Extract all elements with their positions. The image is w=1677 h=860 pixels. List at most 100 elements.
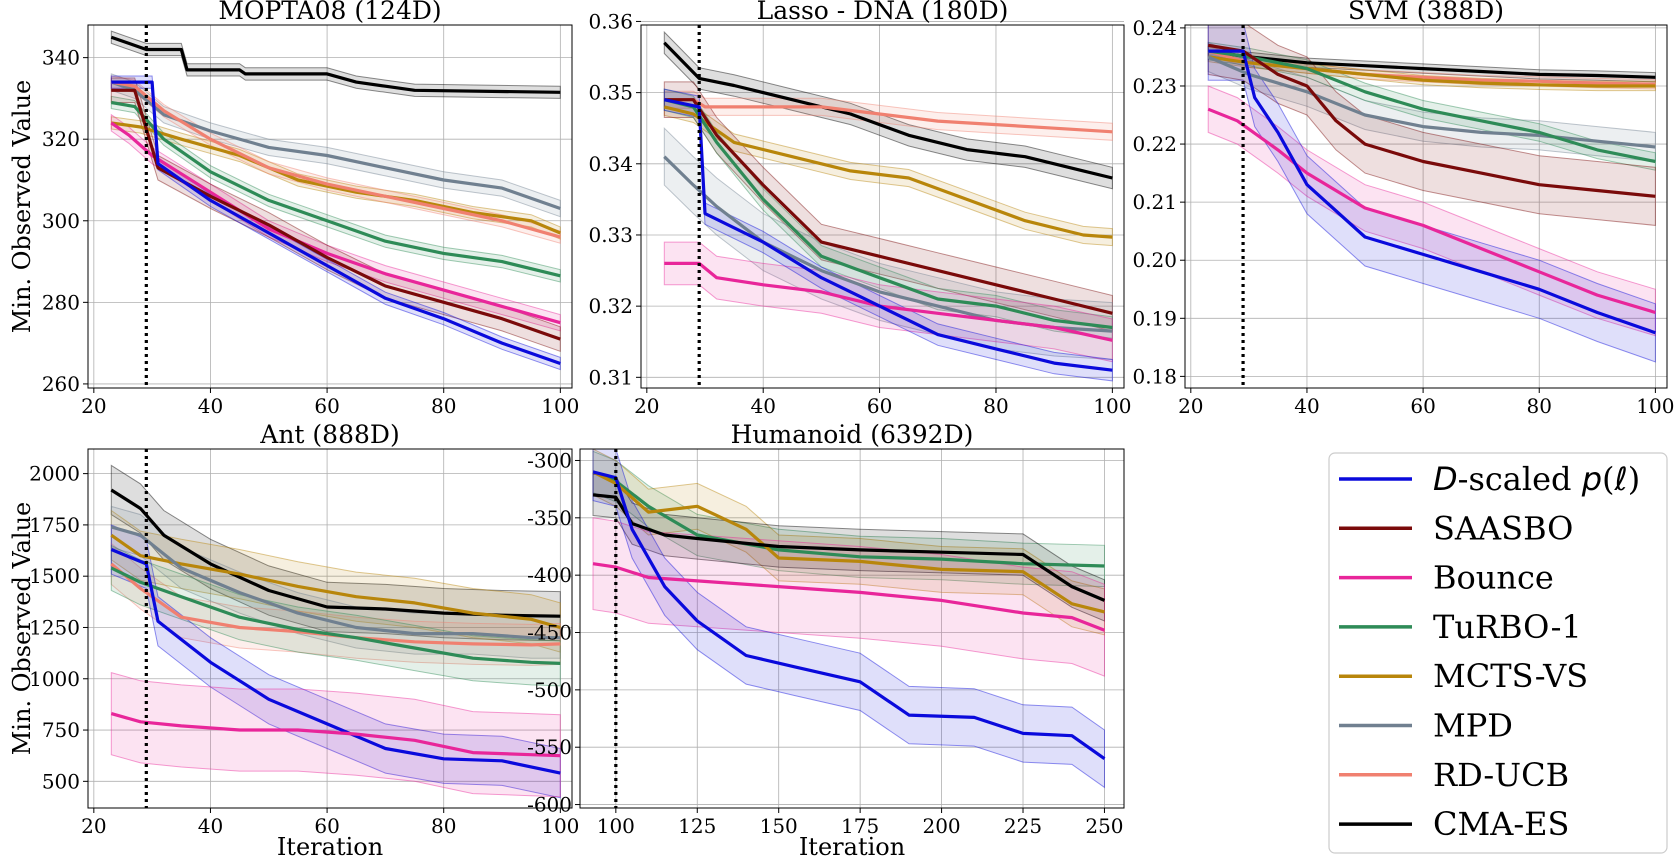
y-tick-label: -300 bbox=[527, 448, 572, 472]
line-bounce bbox=[110, 712, 561, 758]
y-tick-label: -350 bbox=[527, 506, 572, 530]
y-tick-label: 1250 bbox=[29, 615, 80, 639]
band-mctsvs bbox=[663, 97, 1113, 247]
y-tick-label: 0.18 bbox=[1132, 364, 1177, 388]
legend-label-part: ) bbox=[1628, 460, 1640, 498]
x-tick-label: 40 bbox=[198, 394, 223, 418]
x-tick-label: 100 bbox=[1093, 394, 1131, 418]
y-tick-label: -400 bbox=[527, 563, 572, 587]
legend-label-part: ( bbox=[1602, 460, 1614, 498]
plot-area bbox=[1207, 25, 1656, 388]
x-tick-label: 40 bbox=[198, 814, 223, 838]
legend-label-bounce: Bounce bbox=[1433, 559, 1554, 597]
y-tick-label: 500 bbox=[42, 769, 80, 793]
y-axis-label: Min. Observed Value bbox=[8, 502, 36, 756]
line-mpd bbox=[1207, 55, 1656, 149]
legend-label-part: p bbox=[1581, 460, 1602, 498]
band-rducb bbox=[110, 75, 561, 244]
line-cmaes bbox=[663, 41, 1113, 180]
y-tick-label: 0.32 bbox=[588, 294, 633, 318]
legend-label-dscaled: D-scaled p(ℓ) bbox=[1433, 460, 1640, 498]
chart-panel-2: 20 40 60 80 100 0.31 0.32 0.33 0.34 0.35 0.36 Lasso… bbox=[588, 0, 1131, 418]
x-tick-label: 200 bbox=[922, 814, 960, 838]
chart-panel-3: 20 40 60 80 100 0.18 0.19 0.20 0.21 0.22 0.23 0.24 S… bbox=[1132, 0, 1674, 418]
band-dscaled bbox=[1207, 25, 1656, 363]
chart-title: MOPTA08 (124D) bbox=[218, 0, 441, 25]
line-mctsvs bbox=[111, 121, 561, 235]
x-tick-label: 20 bbox=[81, 814, 106, 838]
x-tick-label: 150 bbox=[760, 814, 798, 838]
y-tick-label: 0.23 bbox=[1132, 74, 1177, 98]
x-tick-label: 80 bbox=[1527, 394, 1552, 418]
x-tick-label: 40 bbox=[750, 394, 775, 418]
x-tick-label: 80 bbox=[431, 394, 456, 418]
y-tick-label: -550 bbox=[527, 735, 572, 759]
legend-label-turbo: TuRBO-1 bbox=[1433, 608, 1582, 646]
band-cmaes bbox=[110, 30, 561, 99]
line-saasbo bbox=[111, 88, 561, 341]
axes-frame bbox=[87, 24, 573, 389]
line-dscaled bbox=[592, 470, 1106, 761]
x-tick-label: 250 bbox=[1085, 814, 1123, 838]
chart-panel-4: 20 40 60 80 100 500 750 1000 1250 1500 1750 2000 Ant… bbox=[8, 420, 579, 860]
legend-label-part: ℓ bbox=[1614, 460, 1628, 498]
x-tick-label: 20 bbox=[1178, 394, 1203, 418]
legend-label-part: -scaled bbox=[1458, 460, 1582, 498]
y-tick-label: 0.31 bbox=[588, 365, 633, 389]
x-tick-label: 20 bbox=[634, 394, 659, 418]
y-tick-label: 260 bbox=[42, 372, 80, 396]
x-tick-label: 100 bbox=[541, 394, 579, 418]
chart-title: Lasso - DNA (180D) bbox=[757, 0, 1009, 25]
line-cmaes bbox=[1207, 49, 1656, 79]
y-tick-label: 0.24 bbox=[1132, 16, 1177, 40]
y-tick-label: 0.19 bbox=[1132, 306, 1177, 330]
band-dscaled bbox=[592, 449, 1105, 789]
y-tick-label: 0.33 bbox=[588, 223, 633, 247]
y-tick-label: 1750 bbox=[29, 513, 80, 537]
line-mctsvs bbox=[592, 470, 1105, 614]
line-saasbo bbox=[1207, 43, 1656, 198]
y-tick-label: 280 bbox=[42, 290, 80, 314]
band-turbo bbox=[663, 88, 1113, 339]
axes-frame bbox=[87, 448, 573, 809]
band-bounce bbox=[110, 671, 561, 798]
y-tick-label: 300 bbox=[42, 209, 80, 233]
y-tick-label: 0.22 bbox=[1132, 132, 1177, 156]
legend-frame bbox=[1328, 452, 1668, 854]
band-bounce bbox=[592, 517, 1105, 677]
plot-area bbox=[663, 25, 1113, 388]
line-rducb bbox=[664, 98, 1113, 134]
x-tick-label: 225 bbox=[1004, 814, 1042, 838]
x-tick-label: 60 bbox=[314, 394, 339, 418]
x-tick-label: 100 bbox=[541, 814, 579, 838]
chart-title: SVM (388D) bbox=[1348, 0, 1504, 25]
line-mpd bbox=[110, 525, 561, 640]
chart-panel-1: 20 40 60 80 100 260 280 300 320 340 MOPTA08 (124D)… bbox=[8, 0, 579, 418]
x-tick-label: 60 bbox=[1410, 394, 1435, 418]
line-cmaes bbox=[110, 35, 561, 94]
line-bounce bbox=[664, 261, 1113, 342]
x-tick-label: 40 bbox=[1294, 394, 1319, 418]
line-dscaled bbox=[111, 80, 561, 366]
x-axis-label: Iteration bbox=[277, 833, 383, 860]
line-dscaled bbox=[663, 98, 1113, 372]
y-tick-label: 320 bbox=[42, 127, 80, 151]
band-bounce bbox=[663, 241, 1113, 363]
x-tick-label: 100 bbox=[1636, 394, 1674, 418]
y-tick-label: 1500 bbox=[29, 564, 80, 588]
legend-label-cmaes: CMA-ES bbox=[1433, 805, 1569, 843]
legend-label-mctsvs: MCTS-VS bbox=[1433, 657, 1588, 695]
y-tick-label: 0.20 bbox=[1132, 248, 1177, 272]
band-mctsvs bbox=[592, 449, 1105, 636]
band-rducb bbox=[1207, 45, 1656, 90]
y-tick-label: 750 bbox=[42, 718, 80, 742]
band-cmaes bbox=[110, 464, 561, 642]
y-tick-label: -500 bbox=[527, 678, 572, 702]
y-tick-label: 340 bbox=[42, 46, 80, 70]
x-tick-label: 60 bbox=[867, 394, 892, 418]
line-turbo bbox=[663, 98, 1113, 330]
legend-label-part: D bbox=[1433, 460, 1458, 498]
x-tick-label: 100 bbox=[597, 814, 635, 838]
line-turbo bbox=[592, 470, 1105, 568]
chart-title: Ant (888D) bbox=[259, 420, 399, 449]
